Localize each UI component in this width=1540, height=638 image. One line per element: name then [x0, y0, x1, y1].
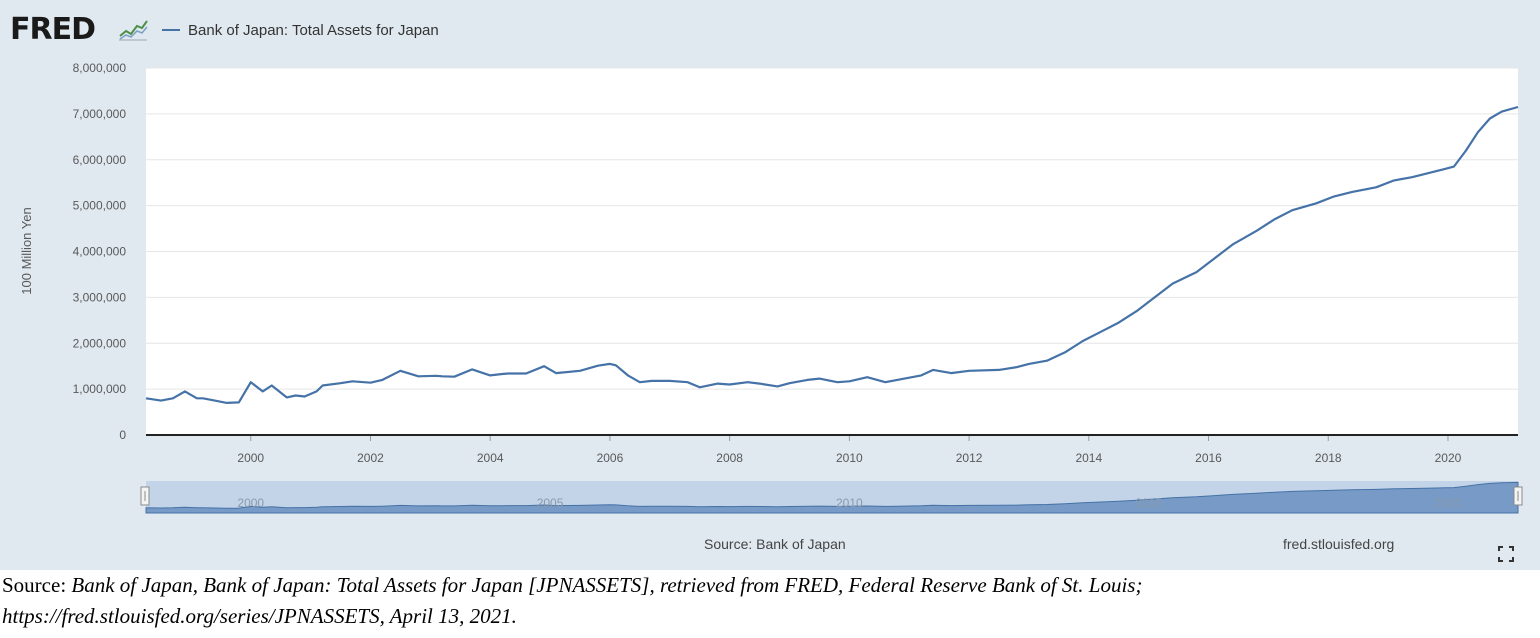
citation-text-1: Bank of Japan, Bank of Japan: Total Asse… — [71, 573, 1143, 597]
x-tick-label: 2008 — [716, 451, 743, 465]
navigator-series-area — [145, 481, 1519, 514]
citation-line-2[interactable]: https://fred.stlouisfed.org/series/JPNAS… — [2, 604, 517, 628]
y-axis-label: 100 Million Yen — [19, 207, 34, 294]
x-tick-label: 2014 — [1075, 451, 1102, 465]
y-tick-label: 2,000,000 — [73, 336, 127, 350]
navigator-tick-label: 2015 — [1135, 496, 1162, 510]
y-tick-label: 8,000,000 — [73, 61, 127, 75]
navigator-tick-label: 2005 — [537, 496, 564, 510]
chart-svg: 0 1,000,000 2,000,000 3,000,000 4,000,000 5,0… — [19, 61, 1523, 514]
navigator-tick-labels: 2000 2005 2010 2015 2020 — [237, 496, 1461, 510]
gridlines — [146, 67, 1518, 390]
x-tick-label: 2016 — [1195, 451, 1222, 465]
citation: Source: Bank of Japan, Bank of Japan: To… — [2, 570, 1540, 632]
x-tick-labels: 2000 2002 2004 2006 2008 2010 2012 2014 2016 2018… — [237, 435, 1462, 465]
legend-label: Bank of Japan: Total Assets for Japan — [188, 21, 439, 39]
x-tick-label: 2000 — [237, 451, 264, 465]
x-tick-label: 2012 — [956, 451, 983, 465]
y-tick-label: 0 — [119, 428, 126, 442]
y-tick-label: 4,000,000 — [73, 245, 127, 259]
x-tick-label: 2020 — [1435, 451, 1462, 465]
x-tick-label: 2018 — [1315, 451, 1342, 465]
y-tick-labels: 0 1,000,000 2,000,000 3,000,000 4,000,000 5,0… — [73, 61, 127, 442]
navigator-tick-label: 2010 — [836, 496, 863, 510]
x-tick-label: 2002 — [357, 451, 384, 465]
legend-swatch — [162, 29, 180, 31]
fred-site-link[interactable]: fred.stlouisfed.org — [1283, 536, 1395, 552]
chart-source-label: Source: Bank of Japan — [704, 536, 846, 552]
x-tick-label: 2004 — [477, 451, 504, 465]
y-tick-label: 5,000,000 — [73, 199, 127, 213]
y-tick-label: 7,000,000 — [73, 107, 127, 121]
navigator-tick-label: 2020 — [1435, 496, 1462, 510]
fullscreen-icon[interactable] — [1498, 546, 1514, 562]
citation-prefix: Source: — [2, 573, 72, 597]
navigator-tick-label: 2000 — [237, 496, 264, 510]
y-tick-label: 3,000,000 — [73, 290, 127, 304]
x-tick-label: 2010 — [836, 451, 863, 465]
navigator[interactable]: 2000 2005 2010 2015 2020 — [140, 481, 1523, 514]
fred-logo-graph-icon — [119, 20, 148, 41]
x-tick-label: 2006 — [597, 451, 624, 465]
y-tick-label: 6,000,000 — [73, 153, 127, 167]
series-line-jpnassets[interactable] — [145, 105, 1519, 404]
legend[interactable]: Bank of Japan: Total Assets for Japan — [162, 19, 439, 41]
citation-line-1: Source: Bank of Japan, Bank of Japan: To… — [2, 570, 1540, 601]
fred-logo[interactable]: FRED — [10, 12, 96, 47]
y-tick-label: 1,000,000 — [73, 382, 127, 396]
